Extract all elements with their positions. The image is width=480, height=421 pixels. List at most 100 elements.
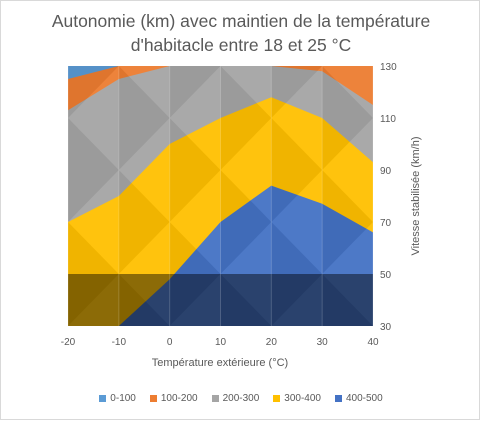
- facet-light: [322, 118, 373, 170]
- x-tick-label: 10: [215, 337, 227, 348]
- facet-shade: [68, 66, 119, 118]
- legend-item: 200-300: [211, 393, 260, 404]
- facet-light: [68, 118, 119, 170]
- y-tick-label: 70: [380, 218, 392, 229]
- facet-light: [68, 170, 119, 222]
- chart-title-line-2: d'habitacle entre 18 et 25 °C: [130, 35, 352, 55]
- facet-light: [169, 274, 221, 326]
- facet-shade: [169, 66, 221, 118]
- facet-light: [322, 170, 373, 222]
- facet-light: [118, 66, 170, 118]
- facet-light: [169, 222, 221, 274]
- facet-shade: [68, 170, 119, 222]
- facet-shade: [169, 222, 221, 274]
- facet-shade: [271, 222, 323, 274]
- facet-light: [322, 274, 373, 326]
- x-tick-label: 0: [167, 337, 173, 348]
- facet-light: [68, 66, 119, 118]
- x-tick-label: 40: [367, 337, 379, 348]
- facet-shade: [271, 66, 323, 118]
- facet-light: [271, 222, 323, 274]
- facet-light: [322, 66, 373, 118]
- facet-shade: [169, 118, 221, 170]
- plot-area: [68, 66, 373, 326]
- facet-shade: [322, 170, 373, 222]
- legend-item: 0-100: [99, 393, 136, 404]
- facet-shade: [322, 66, 373, 118]
- facet-shade: [220, 170, 272, 222]
- facet-shade: [68, 274, 119, 326]
- facet-light: [169, 170, 221, 222]
- facet-shade: [68, 222, 119, 274]
- legend-swatch: [273, 395, 281, 402]
- facet-shade: [118, 118, 170, 170]
- y-tick-label: 110: [380, 114, 396, 125]
- facet-shade: [322, 222, 373, 274]
- y-axis-label: Vitesse stabilisée (km/h): [410, 136, 422, 255]
- legend-swatch: [99, 395, 107, 402]
- facet-shade: [118, 274, 170, 326]
- facet-light: [220, 66, 272, 118]
- y-tick-label: 50: [380, 270, 392, 281]
- facet-light: [220, 170, 272, 222]
- y-tick-label: 30: [380, 322, 392, 333]
- x-tick-label: -10: [112, 337, 127, 348]
- legend-item: 400-500: [334, 393, 383, 404]
- facet-light: [118, 222, 170, 274]
- facet-light: [220, 222, 272, 274]
- facet-shade: [169, 170, 221, 222]
- facet-shade: [322, 274, 373, 326]
- facet-light: [68, 274, 119, 326]
- facet-shade: [220, 66, 272, 118]
- facet-shade: [118, 66, 170, 118]
- facet-shade: [118, 170, 170, 222]
- facet-shade: [169, 274, 221, 326]
- facet-light: [169, 118, 221, 170]
- legend-swatch: [149, 395, 157, 402]
- facet-shade: [322, 118, 373, 170]
- facet-light: [271, 170, 323, 222]
- x-tick-label: 20: [266, 337, 278, 348]
- facet-light: [322, 222, 373, 274]
- chart-title-line-1: Autonomie (km) avec maintien de la tempé…: [51, 11, 431, 31]
- legend-label: 0-100: [110, 393, 136, 404]
- chart-title: Autonomie (km) avec maintien de la tempé…: [1, 9, 480, 57]
- facet-light: [220, 274, 272, 326]
- facet-shade: [220, 118, 272, 170]
- band-400-500: [68, 185, 373, 326]
- legend-label: 200-300: [222, 393, 260, 404]
- facet-shade: [271, 170, 323, 222]
- x-tick-label: -20: [61, 337, 76, 348]
- facet-light: [68, 222, 119, 274]
- facet-shade: [271, 118, 323, 170]
- legend-label: 300-400: [284, 393, 321, 404]
- legend-item: 100-200: [149, 393, 198, 404]
- legend-swatch: [211, 395, 219, 402]
- legend-swatch: [334, 395, 342, 402]
- facet-light: [220, 118, 272, 170]
- facet-light: [271, 274, 323, 326]
- y-tick-label: 130: [380, 62, 397, 73]
- chart-legend: 0-100 100-200 200-300 300-400 400-500: [1, 393, 480, 404]
- x-tick-label: 30: [317, 337, 329, 348]
- legend-item: 300-400: [273, 393, 321, 404]
- facet-light: [118, 274, 170, 326]
- x-axis-label: Température extérieure (°C): [152, 357, 288, 369]
- facet-shade: [220, 222, 272, 274]
- y-tick-label: 90: [380, 166, 392, 177]
- facet-light: [118, 118, 170, 170]
- facet-shade: [271, 274, 323, 326]
- facet-light: [169, 66, 221, 118]
- facet-light: [271, 118, 323, 170]
- facet-shade: [220, 274, 272, 326]
- legend-label: 100-200: [160, 393, 198, 404]
- facet-light: [118, 170, 170, 222]
- facet-shade: [68, 118, 119, 170]
- legend-label: 400-500: [345, 393, 383, 404]
- shadow-band: [68, 274, 373, 326]
- facet-shade: [118, 222, 170, 274]
- facet-light: [271, 66, 323, 118]
